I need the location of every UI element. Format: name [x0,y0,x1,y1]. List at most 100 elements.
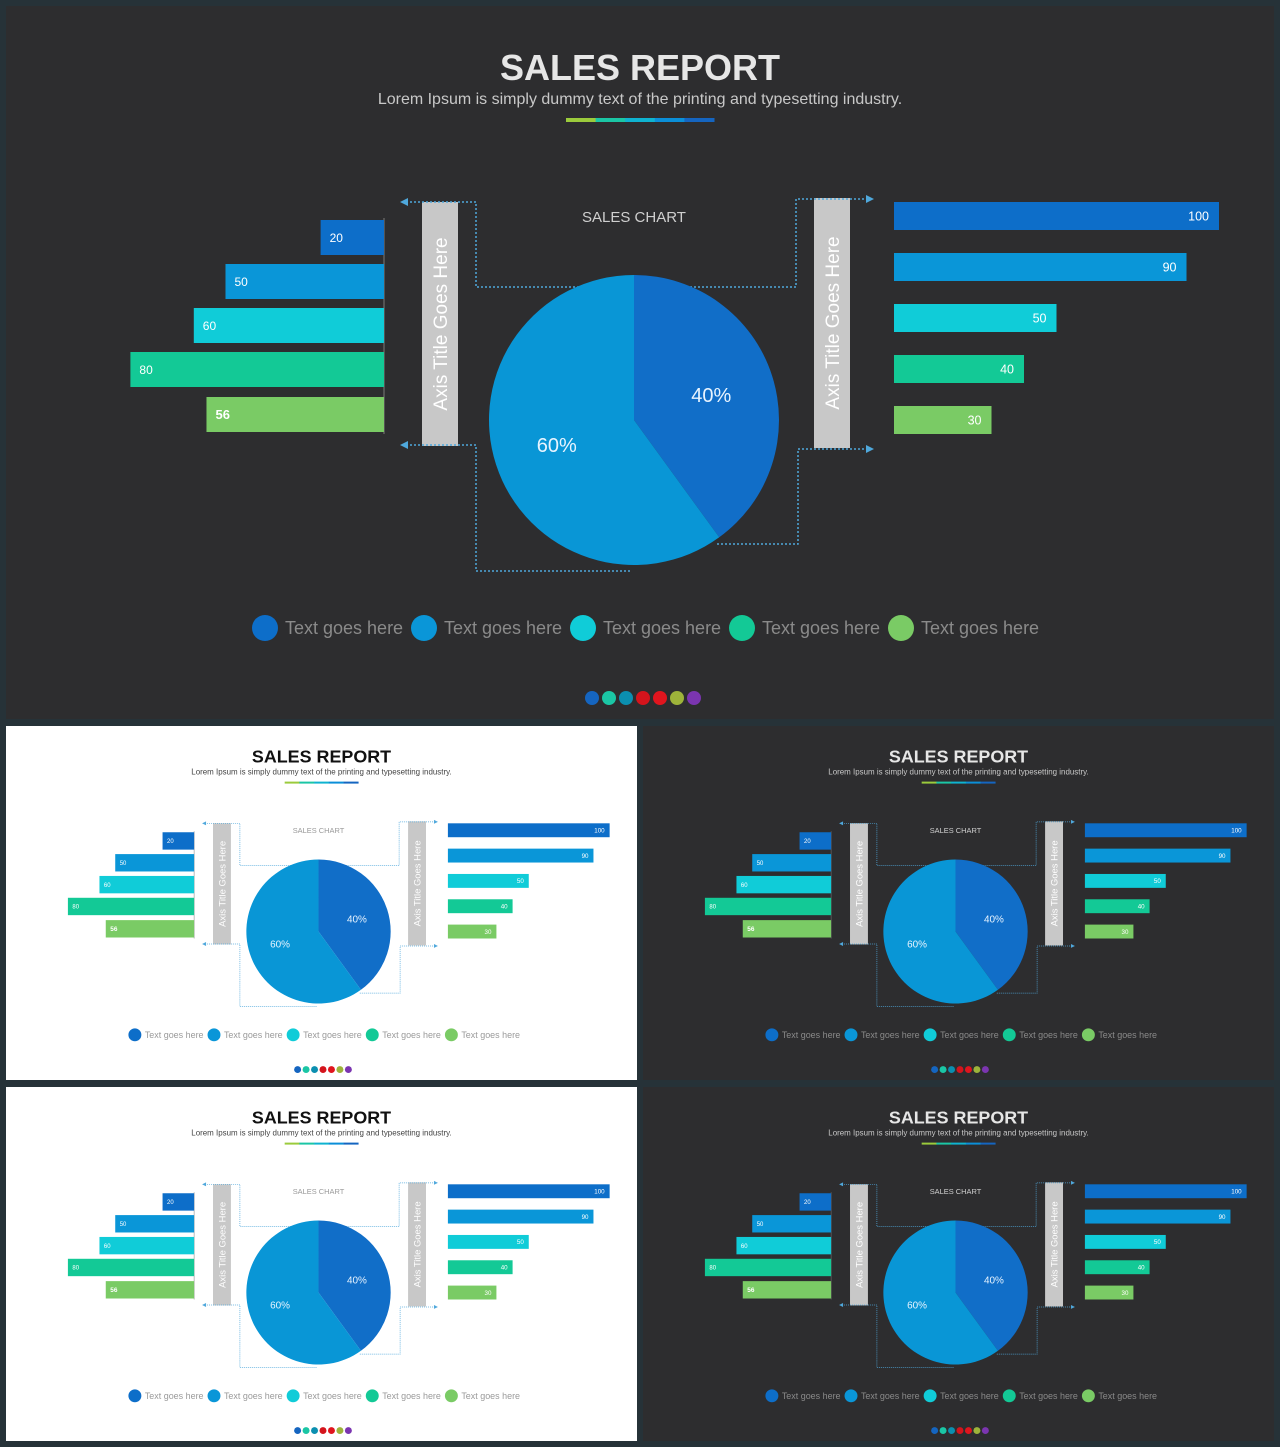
legend-label: Text goes here [145,1391,204,1401]
connector-line [996,1306,1072,1355]
pager-dot [344,1427,352,1435]
left-bar-label: 60 [104,1244,111,1250]
pie-slice [246,1220,361,1365]
connector-arrow [202,1302,207,1307]
pie-label: 60% [537,435,577,457]
slide-thumb-light-1[interactable]: SALES REPORT Lorem Ipsum is simply dummy … [6,726,637,1080]
right-bar-label: 40 [501,903,508,910]
title-underline-segment [936,781,952,784]
pager-dot [687,691,701,705]
left-bar [704,897,832,916]
legend-label: Text goes here [861,1030,920,1040]
legend-label: Text goes here [782,1030,841,1040]
pager-dot [294,1427,302,1435]
right-axis-title-bar [408,1182,427,1307]
right-bar [447,1234,529,1249]
title-underline-segment [921,1142,937,1145]
title-underline-segment [980,1142,996,1145]
pie-label: 60% [270,939,290,950]
connector-line [656,198,868,288]
legend-swatch-icon [844,1028,858,1042]
legend-label: Text goes here [224,1391,283,1401]
left-axis-title: Axis Title Goes Here [854,841,865,927]
legend-swatch-icon [888,615,914,641]
slide-thumb-light-2[interactable]: SALES REPORT Lorem Ipsum is simply dummy … [6,1087,637,1441]
right-bar [447,823,610,838]
pie-slice [489,275,720,565]
left-bar-label: 60 [104,883,111,889]
title-underline-segment [595,118,626,122]
right-bar [447,1184,610,1199]
legend-label: Text goes here [145,1030,204,1040]
left-bar-label: 80 [709,905,716,911]
title-underline-segment [684,118,715,122]
page-subtitle: Lorem Ipsum is simply dummy text of the … [828,1129,1088,1138]
connector-arrow [433,1180,438,1185]
legend-swatch-icon [411,615,437,641]
left-axis-title-bar [850,1184,868,1306]
legend-label: Text goes here [1019,1391,1078,1401]
left-bar [225,264,384,299]
right-axis-title-bar [408,821,427,946]
right-bar-label: 90 [1219,1214,1226,1221]
title-underline-segment [921,781,937,784]
legend-label: Text goes here [461,1391,520,1401]
slide-thumb-dark-1[interactable]: SALES REPORT Lorem Ipsum is simply dummy … [643,726,1274,1080]
page-title: SALES REPORT [889,747,1028,767]
left-bar-label: 60 [741,1244,748,1250]
pager-dot [327,1066,335,1074]
right-axis-title: Axis Title Goes Here [1050,1201,1061,1287]
connector-arrow [839,1182,844,1187]
pager-dot [619,691,633,705]
legend-label: Text goes here [782,1391,841,1401]
title-underline-segment [625,118,656,122]
chart-title: SALES CHART [293,1187,345,1196]
legend-label: Text goes here [861,1391,920,1401]
left-bar-label: 80 [72,905,79,911]
connector-line [205,822,317,866]
left-bar [105,1281,195,1299]
connector-arrow [839,821,844,826]
left-bar [742,920,832,938]
page-subtitle: Lorem Ipsum is simply dummy text of the … [191,768,451,777]
connector-arrow [866,195,874,203]
pager-dot [956,1427,964,1435]
left-bar [99,1236,195,1255]
left-bar [752,854,832,872]
right-bar-label: 30 [485,929,492,936]
left-bar-label: 56 [747,1287,755,1294]
right-bar-label: 30 [1122,1290,1129,1297]
title-underline-segment [965,1142,981,1145]
connector-arrow [202,941,207,946]
left-axis-title-bar [213,823,231,945]
legend-swatch-icon [286,1389,300,1403]
legend-label: Text goes here [603,618,721,638]
legend-label: Text goes here [940,1030,999,1040]
chart-title: SALES CHART [582,209,686,226]
right-bar [1084,823,1247,838]
left-bar-label: 60 [741,883,748,889]
right-bar [447,1260,513,1275]
pie-label: 40% [984,1276,1004,1287]
pager-dot [956,1066,964,1074]
left-bar [115,854,195,872]
legend-label: Text goes here [382,1030,441,1040]
right-bar [894,253,1187,281]
connector-arrow [400,198,408,206]
page-title: SALES REPORT [252,747,391,767]
connector-line [359,945,435,994]
connector-line [406,444,630,572]
right-bar [447,924,497,939]
pie-label: 60% [907,1300,927,1311]
legend-label: Text goes here [1098,1030,1157,1040]
right-bar [894,304,1057,332]
right-bar-label: 50 [1154,878,1161,885]
left-bar [99,875,195,894]
connector-line [205,1304,317,1368]
left-bar [320,220,384,255]
left-bar-label: 20 [167,839,174,845]
pie-slice [318,859,391,990]
left-bar-label: 56 [110,926,118,933]
slide-thumb-dark-2[interactable]: SALES REPORT Lorem Ipsum is simply dummy … [643,1087,1274,1441]
